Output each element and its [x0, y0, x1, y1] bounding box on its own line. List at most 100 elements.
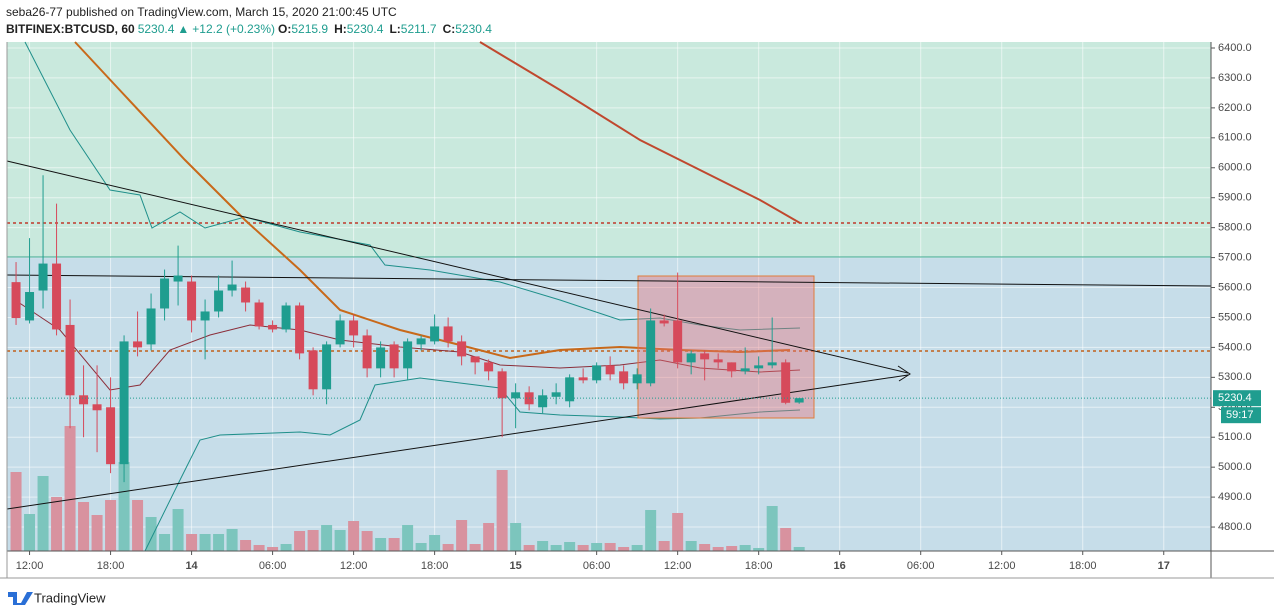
candle-body	[700, 353, 710, 360]
candle-body	[79, 395, 89, 405]
candle-body	[146, 308, 156, 345]
y-tick-label: 5000.0	[1218, 461, 1252, 473]
volume-bar	[564, 542, 576, 551]
y-tick-label: 5300.0	[1218, 371, 1252, 383]
volume-bar	[442, 544, 454, 551]
c-value: 5230.4	[455, 22, 492, 36]
byline: seba26-77 published on TradingView.com, …	[6, 5, 397, 19]
logo	[8, 592, 33, 605]
candle-body	[457, 341, 467, 357]
o-label: O:	[278, 22, 292, 36]
volume-bar	[739, 545, 751, 551]
candle-body	[227, 284, 237, 291]
trend-down	[6, 160, 909, 374]
volume-bar	[415, 543, 427, 551]
l-value: 5211.7	[400, 22, 437, 36]
volume-bar	[510, 523, 522, 551]
volume-bar	[726, 546, 738, 551]
countdown: 59:17	[1226, 409, 1254, 421]
candle-body	[646, 320, 656, 384]
volume-bar	[186, 534, 198, 551]
volume-bar	[10, 472, 22, 551]
candle-body	[254, 302, 264, 327]
last: 5230.4	[137, 22, 175, 36]
candle-body	[119, 341, 129, 465]
candle-body	[592, 365, 602, 381]
candle-body	[308, 350, 318, 390]
candle-body	[781, 362, 791, 403]
trend-flat	[6, 274, 1212, 287]
candle-body	[578, 377, 588, 381]
volume-bar	[631, 545, 643, 551]
candle-body	[416, 338, 426, 345]
volume-bar	[618, 547, 630, 551]
volume-bar	[118, 462, 130, 551]
candle-body	[497, 371, 507, 399]
candle-body	[106, 407, 116, 465]
volume-bar	[604, 543, 616, 551]
candle-body	[632, 374, 642, 384]
ohlc-l: L:5211.7	[389, 22, 439, 36]
y-tick-label: 5700.0	[1218, 251, 1252, 263]
volume-bar	[348, 521, 360, 551]
candle-body	[484, 362, 494, 372]
volume-bar	[402, 525, 414, 551]
volume-bar	[24, 514, 36, 551]
candle-body	[268, 324, 278, 330]
volume-bar	[213, 534, 225, 551]
candle-body	[322, 344, 332, 390]
ohlc-h: H:5230.4	[334, 22, 386, 36]
volume-bar	[199, 534, 211, 551]
time-axis	[0, 551, 1274, 578]
y-tick-label: 6400.0	[1218, 42, 1252, 54]
x-tick-label: 12:00	[16, 560, 44, 572]
x-tick-label: 06:00	[907, 560, 935, 572]
trend-up	[6, 374, 909, 510]
x-tick-label: 17	[1158, 560, 1170, 572]
volume-bar	[91, 515, 103, 551]
x-tick-label: 14	[185, 560, 198, 572]
green-zone	[7, 42, 1211, 257]
candle-body	[619, 371, 629, 384]
symbol: BITFINEX:BTCUSD, 60	[6, 22, 135, 36]
h-value: 5230.4	[346, 22, 384, 36]
volume-bar	[429, 535, 441, 551]
candle-body	[605, 365, 615, 375]
volume-bar	[766, 506, 778, 551]
arrow: ▲	[177, 22, 190, 36]
candles	[7, 175, 1211, 483]
volume-bar	[456, 520, 468, 551]
volume-bar	[253, 545, 265, 551]
volume-bar	[159, 534, 171, 551]
volume-bar	[280, 544, 292, 551]
volume-bar	[469, 544, 481, 551]
volume	[10, 426, 805, 551]
candle-body	[52, 263, 62, 330]
y-tick-label: 6200.0	[1218, 102, 1252, 114]
x-tick-label: 18:00	[97, 560, 125, 572]
x-tick-label: 12:00	[340, 560, 368, 572]
volume-bar	[699, 544, 711, 551]
bb-middle	[14, 299, 801, 391]
volume-bar	[78, 502, 90, 551]
x-tick-label: 18:00	[421, 560, 449, 572]
volume-bar	[321, 525, 333, 551]
y-tick-label: 5200.0	[1218, 401, 1252, 413]
candle-body	[133, 341, 143, 348]
candle-body	[403, 341, 413, 369]
volume-bar	[172, 509, 184, 551]
blue-zone	[7, 257, 1211, 551]
y-tick-label: 5400.0	[1218, 341, 1252, 353]
ohlc-o: O:5215.9	[278, 22, 331, 36]
y-tick-label: 6100.0	[1218, 132, 1252, 144]
y-tick-label: 5900.0	[1218, 192, 1252, 204]
candle-body	[511, 392, 521, 399]
h-label: H:	[334, 22, 347, 36]
symbol-line: BITFINEX:BTCUSD, 60 5230.4 ▲ +12.2 (+0.23%)…	[6, 22, 498, 36]
candle-body	[241, 287, 251, 303]
volume-bar	[658, 541, 670, 551]
volume-bar	[753, 548, 765, 551]
volume-bar	[537, 541, 549, 551]
ma-long	[479, 41, 801, 224]
